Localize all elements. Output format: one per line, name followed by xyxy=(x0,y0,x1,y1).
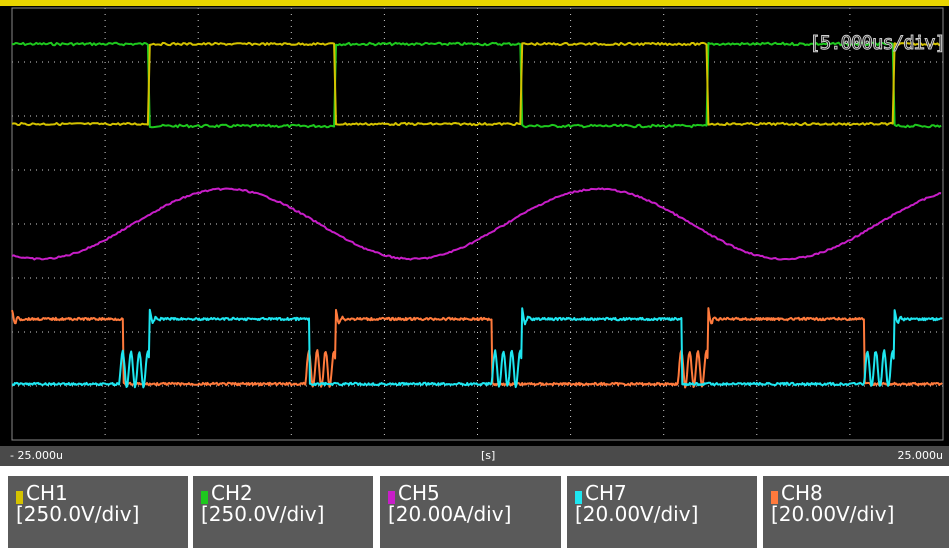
trace-ch1 xyxy=(11,41,942,127)
legend-ch1[interactable]: CH1 [250.0V/div] xyxy=(8,476,188,548)
legend-ch8[interactable]: CH8 [20.00V/div] xyxy=(763,476,949,548)
time-axis-bar: - 25.000u [s] 25.000u xyxy=(0,446,949,466)
time-start-label: - 25.000u xyxy=(10,449,63,462)
legend-ch5[interactable]: CH5 [20.00A/div] xyxy=(380,476,561,548)
legend-ch7-name: CH7 xyxy=(585,481,627,505)
grid xyxy=(11,7,944,441)
legend-ch2-name: CH2 xyxy=(211,481,253,505)
ch5-color-swatch xyxy=(388,491,395,504)
legend-ch1-scale: [250.0V/div] xyxy=(16,502,140,526)
legend-ch5-scale: [20.00A/div] xyxy=(388,502,512,526)
traces xyxy=(11,41,943,389)
timebase-scale-label: [5.000us/div] xyxy=(809,32,947,55)
legend-ch2-scale: [250.0V/div] xyxy=(201,502,325,526)
legend-ch7[interactable]: CH7 [20.00V/div] xyxy=(567,476,757,548)
legend-ch8-scale: [20.00V/div] xyxy=(771,502,895,526)
top-bar xyxy=(0,0,949,6)
plot-background xyxy=(0,0,949,446)
grid-frame xyxy=(11,7,944,441)
time-end-label: 25.000u xyxy=(897,449,943,462)
ch8-color-swatch xyxy=(771,491,778,504)
legend-ch2[interactable]: CH2 [250.0V/div] xyxy=(193,476,373,548)
ch1-color-swatch xyxy=(16,491,23,504)
trace-ch7 xyxy=(11,307,943,389)
trace-ch5 xyxy=(11,187,942,261)
trace-ch8 xyxy=(11,307,943,389)
legend-ch8-name: CH8 xyxy=(781,481,823,505)
legend-ch5-name: CH5 xyxy=(398,481,440,505)
ch7-color-swatch xyxy=(575,491,582,504)
time-unit-label: [s] xyxy=(481,449,496,462)
oscilloscope-plot xyxy=(0,0,949,446)
legend-ch1-name: CH1 xyxy=(26,481,68,505)
ch2-color-swatch xyxy=(201,491,208,504)
legend-ch7-scale: [20.00V/div] xyxy=(575,502,699,526)
trace-ch2 xyxy=(11,41,942,129)
channel-legend: CH1 [250.0V/div] CH2 [250.0V/div] CH5 [2… xyxy=(0,476,949,548)
